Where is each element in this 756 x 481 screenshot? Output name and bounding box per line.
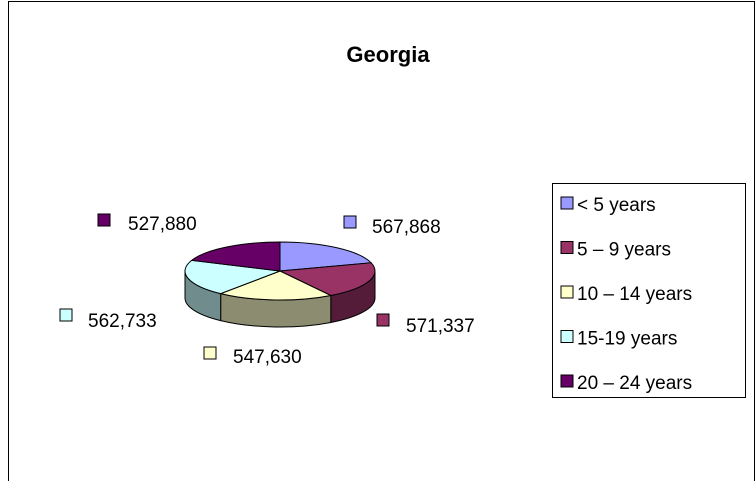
label-marker (203, 346, 217, 360)
label-marker (97, 213, 111, 227)
data-label: 547,630 (233, 347, 302, 368)
legend-label: 10 – 14 years (577, 284, 692, 305)
chart-title: Georgia (346, 42, 430, 67)
legend-label: 15-19 years (577, 329, 677, 350)
legend-swatch (560, 196, 574, 210)
label-marker (376, 313, 390, 327)
pie-slice (278, 262, 376, 297)
pie-slice (190, 241, 281, 272)
legend-label: < 5 years (577, 195, 656, 216)
data-label: 571,337 (406, 316, 475, 337)
legend-swatch (560, 285, 574, 299)
data-label: 567,868 (372, 217, 441, 238)
data-label: 527,880 (128, 214, 197, 235)
pie-slice (279, 241, 373, 272)
legend-swatch (560, 374, 574, 388)
pie-slice (184, 259, 281, 295)
label-marker (343, 215, 357, 229)
legend-swatch (560, 241, 574, 254)
legend-label: 5 – 9 years (577, 240, 671, 261)
legend-label: 20 – 24 years (577, 373, 692, 394)
label-marker (59, 308, 73, 322)
legend-swatch (560, 330, 574, 343)
legend-box (552, 183, 746, 398)
pie-slice (219, 270, 333, 301)
data-label: 562,733 (88, 311, 157, 332)
